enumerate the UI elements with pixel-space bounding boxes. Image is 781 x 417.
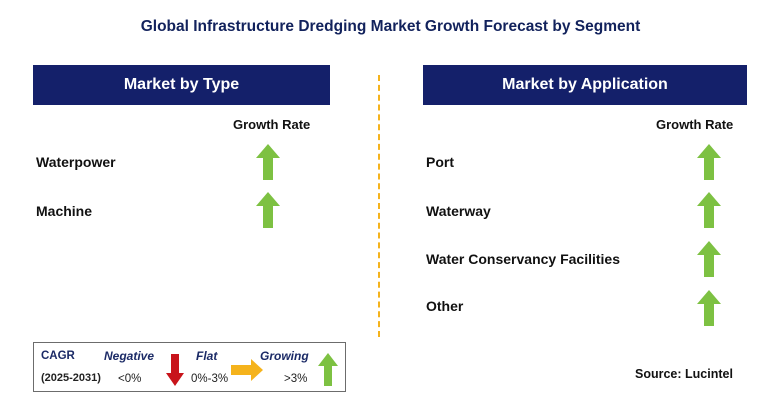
cagr-legend: CAGR (2025-2031) Negative <0% Flat 0%-3%… [33, 342, 346, 392]
application-panel-header-label: Market by Application [502, 76, 668, 93]
growing-up-arrow-icon [697, 241, 721, 277]
type-row-label: Waterpower [36, 154, 116, 170]
growing-up-arrow-icon [256, 192, 280, 228]
flat-right-arrow-icon [231, 359, 263, 381]
application-row-label: Port [426, 154, 454, 170]
source-note: Source: Lucintel [635, 367, 733, 381]
growing-up-arrow-icon [697, 144, 721, 180]
legend-cagr-label: CAGR [41, 350, 75, 362]
negative-down-arrow-icon [166, 354, 184, 386]
growing-up-arrow-icon [318, 353, 338, 386]
legend-period: (2025-2031) [41, 372, 101, 384]
type-panel-header-label: Market by Type [123, 76, 240, 93]
legend-flat-title: Flat [196, 349, 218, 363]
legend-flat-range: 0%-3% [191, 373, 229, 385]
legend-growing-range: >3% [284, 373, 308, 385]
application-row-label: Other [426, 298, 464, 314]
legend-negative-title: Negative [104, 349, 155, 363]
application-row-label: Water Conservancy Facilities [426, 251, 621, 267]
type-row-label: Machine [36, 203, 93, 219]
type-growth-rate-label: Growth Rate [233, 117, 311, 132]
legend-negative-range: <0% [118, 373, 142, 385]
application-row-label: Waterway [426, 203, 491, 219]
application-panel-header: Market by Application [423, 65, 747, 105]
growing-up-arrow-icon [256, 144, 280, 180]
growing-up-arrow-icon [697, 290, 721, 326]
page-title: Global Infrastructure Dredging Market Gr… [140, 18, 641, 35]
growing-up-arrow-icon [697, 192, 721, 228]
panel-divider [378, 75, 380, 337]
legend-growing-title: Growing [260, 349, 309, 363]
type-panel-header: Market by Type [33, 65, 330, 105]
application-growth-rate-label: Growth Rate [656, 117, 734, 132]
